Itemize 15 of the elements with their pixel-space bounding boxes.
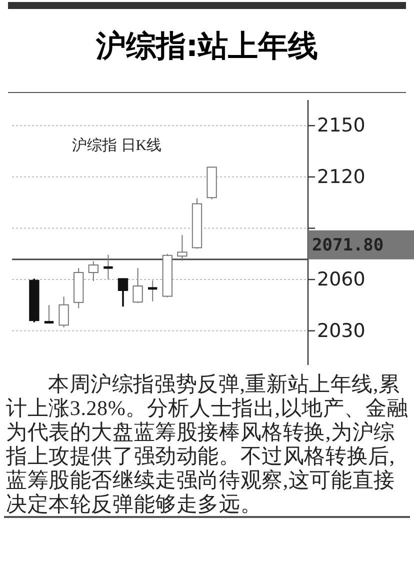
y-tick-label: 2120: [317, 166, 366, 188]
y-tick-label: 2150: [317, 114, 366, 137]
candlestick: [58, 296, 69, 328]
ref-line-label: 2071.80: [312, 235, 384, 256]
candlestick: [118, 278, 128, 308]
annotation: 沪综指 日K线: [72, 137, 162, 154]
y-tick-label: 2030: [317, 320, 366, 342]
candlestick: [132, 268, 143, 304]
candlestick: [43, 304, 55, 324]
y-tick-label: 2060: [317, 268, 366, 291]
candlestick: [146, 280, 158, 302]
candlestick: [177, 234, 188, 262]
candlestick: [88, 260, 98, 282]
chart-title: 沪综指:站上年线: [94, 28, 319, 66]
text: 本周沪综指强势反弹,重新站上年线,累计上涨3.28%。分析人士指出,以地产、金融为代表的大盘蓝筹股接棒风格转换,为沪综指上攻提供了强劲动能。不过风格转换后,蓝筹股能否继续走强尚待观察,这可能直接决定本轮反弹能够走多远。: [6, 372, 410, 516]
